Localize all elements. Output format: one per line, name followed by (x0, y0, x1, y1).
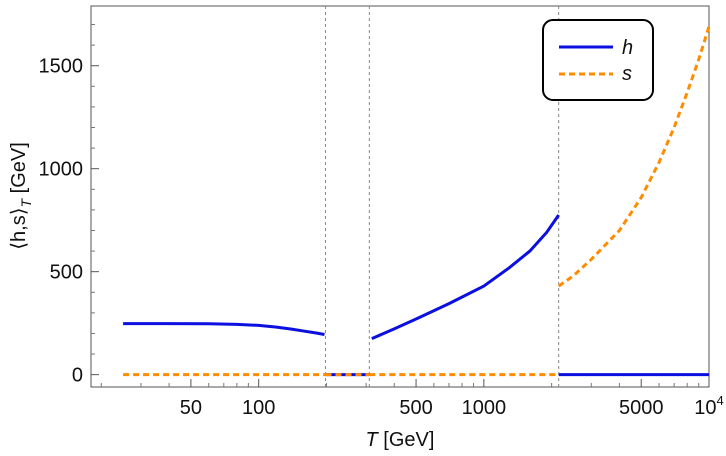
y-tick-label-2: 1000 (39, 159, 84, 181)
y-axis-title: ⟨h,s⟩T [GeV] (8, 142, 34, 250)
axis-tick-labels: 50 100 500 1000 5000 104 0 500 1000 1500 (39, 56, 724, 419)
legend-box (542, 19, 654, 101)
legend-label-h: h (622, 37, 633, 59)
x-tick-label-2: 500 (399, 397, 432, 419)
axis-ticks (91, 24, 710, 387)
x-tick-label-4: 5000 (619, 397, 664, 419)
y-tick-label-3: 1500 (39, 56, 84, 78)
legend-label-s: s (622, 63, 632, 85)
series-layer (123, 26, 711, 377)
series-s-segment-3 (557, 26, 711, 288)
plot-frame (90, 5, 710, 388)
series-h-segment-0 (123, 322, 325, 336)
x-tick-label-3: 1000 (462, 397, 507, 419)
x-tick-label-1: 100 (242, 397, 275, 419)
x-axis-title: T [GeV] (366, 429, 435, 451)
y-tick-label-1: 500 (50, 262, 83, 284)
series-h-segment-2 (371, 214, 560, 340)
x-tick-label-0: 50 (180, 397, 202, 419)
legend: h s (542, 19, 654, 101)
x-tick-label-5: 104 (694, 393, 723, 419)
transition-lines (324, 6, 560, 387)
y-tick-label-0: 0 (72, 365, 83, 387)
